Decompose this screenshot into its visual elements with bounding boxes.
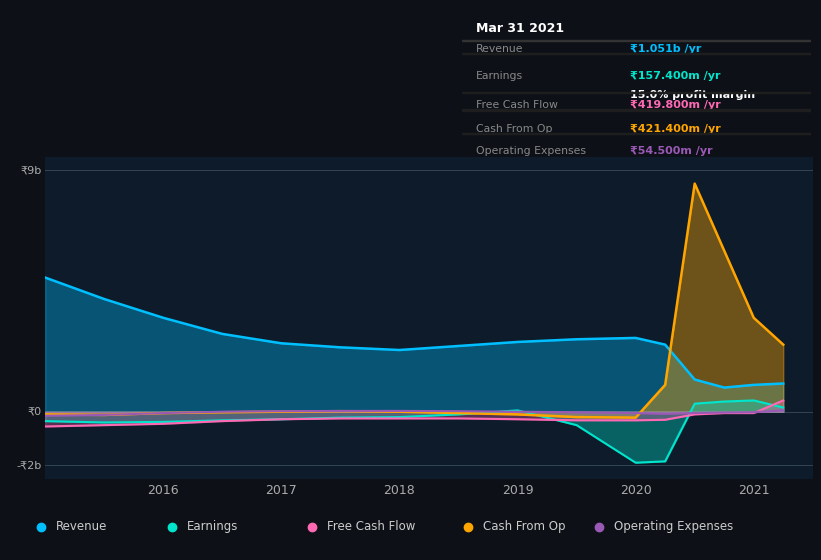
Text: -₹2b: -₹2b (16, 460, 41, 470)
Bar (462, 133, 811, 134)
Text: Cash From Op: Cash From Op (483, 520, 565, 533)
Text: Revenue: Revenue (476, 44, 524, 54)
Text: Free Cash Flow: Free Cash Flow (476, 100, 558, 110)
Text: Earnings: Earnings (476, 71, 523, 81)
Bar (462, 53, 811, 54)
Text: Revenue: Revenue (56, 520, 108, 533)
Text: ₹54.500m /yr: ₹54.500m /yr (630, 146, 713, 156)
Text: ₹1.051b /yr: ₹1.051b /yr (630, 44, 701, 54)
Text: ₹421.400m /yr: ₹421.400m /yr (630, 124, 721, 134)
Text: ₹9b: ₹9b (20, 165, 41, 175)
Text: Mar 31 2021: Mar 31 2021 (476, 22, 564, 35)
Text: Operating Expenses: Operating Expenses (614, 520, 733, 533)
Text: ₹157.400m /yr: ₹157.400m /yr (630, 71, 720, 81)
Text: Free Cash Flow: Free Cash Flow (327, 520, 415, 533)
Text: Cash From Op: Cash From Op (476, 124, 553, 134)
Text: ₹419.800m /yr: ₹419.800m /yr (630, 100, 721, 110)
Text: ₹0: ₹0 (27, 407, 41, 417)
Text: Operating Expenses: Operating Expenses (476, 146, 586, 156)
Text: 15.0% profit margin: 15.0% profit margin (630, 90, 754, 100)
Bar (462, 92, 811, 93)
Text: Earnings: Earnings (187, 520, 239, 533)
Bar (462, 109, 811, 111)
